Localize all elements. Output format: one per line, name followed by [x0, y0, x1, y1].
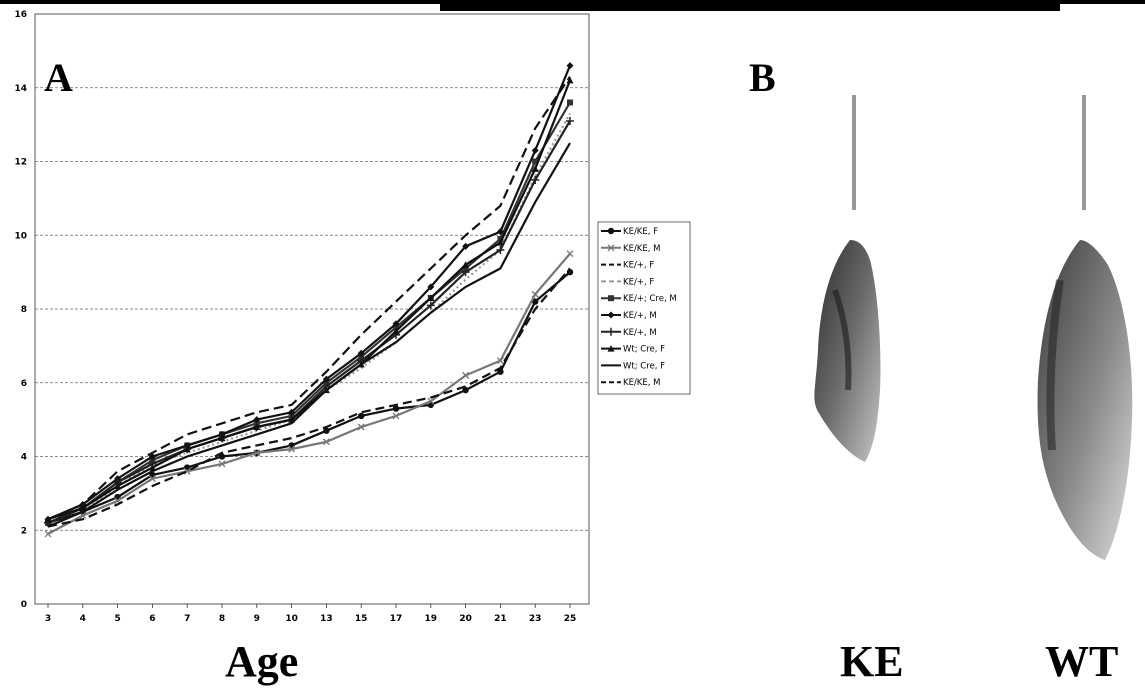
data-point: [608, 295, 614, 301]
x-tick-label: 25: [564, 614, 577, 624]
legend-label: KE/+, M: [623, 328, 657, 338]
panel-a-label: A: [44, 58, 73, 98]
y-tick-label: 14: [14, 84, 27, 94]
data-point: [608, 228, 614, 234]
panel-b-label: B: [749, 58, 776, 98]
x-tick-label: 13: [320, 614, 333, 624]
legend-label: KE/KE, M: [623, 378, 661, 388]
mouse-photos: [790, 90, 1145, 610]
x-tick-label: 3: [45, 614, 51, 624]
wt-label: WT: [1045, 640, 1118, 684]
ke-mouse-image: [814, 95, 880, 462]
legend-label: KE/KE, F: [623, 227, 658, 237]
y-tick-label: 2: [21, 526, 27, 536]
x-tick-label: 20: [459, 614, 472, 624]
x-tick-label: 10: [285, 614, 298, 624]
y-tick-label: 12: [14, 158, 27, 168]
x-tick-label: 17: [390, 614, 403, 624]
ke-label: KE: [840, 640, 904, 684]
y-tick-label: 0: [21, 600, 27, 610]
x-tick-label: 5: [114, 614, 120, 624]
x-tick-label: 15: [355, 614, 368, 624]
legend-label: KE/+, F: [623, 261, 654, 271]
legend-label: KE/KE, M: [623, 244, 661, 254]
data-point: [358, 413, 364, 419]
x-tick-label: 8: [219, 614, 225, 624]
legend-label: Wt; Cre, F: [623, 361, 665, 371]
y-tick-label: 4: [21, 453, 27, 463]
x-tick-label: 6: [149, 614, 155, 624]
x-tick-label: 4: [80, 614, 86, 624]
x-axis-label: Age: [225, 640, 298, 684]
x-tick-label: 19: [425, 614, 438, 624]
data-point: [567, 100, 573, 106]
x-tick-label: 9: [254, 614, 260, 624]
legend-label: KE/+, F: [623, 277, 654, 287]
y-tick-label: 16: [14, 10, 27, 20]
legend-label: Wt; Cre, F: [623, 345, 665, 355]
y-tick-label: 10: [14, 231, 27, 241]
legend-label: KE/+; Cre, M: [623, 294, 677, 304]
y-tick-label: 8: [21, 305, 27, 315]
y-axis-ticks: 0 2 4 6 8 10 12 14 16: [14, 10, 27, 610]
wt-mouse-image: [1038, 95, 1133, 560]
x-axis-ticks: 3 4 5 6 7 8 9 10 13 15 17 19 20 21 23 25: [45, 604, 576, 624]
x-tick-label: 7: [184, 614, 190, 624]
y-tick-label: 6: [21, 379, 27, 389]
legend-label: KE/+, M: [623, 311, 657, 321]
x-tick-label: 23: [529, 614, 542, 624]
chart-legend: KE/KE, F KE/KE, M KE/+, F KE/+, F KE/+; Cre,…: [598, 222, 690, 394]
x-tick-label: 21: [494, 614, 507, 624]
